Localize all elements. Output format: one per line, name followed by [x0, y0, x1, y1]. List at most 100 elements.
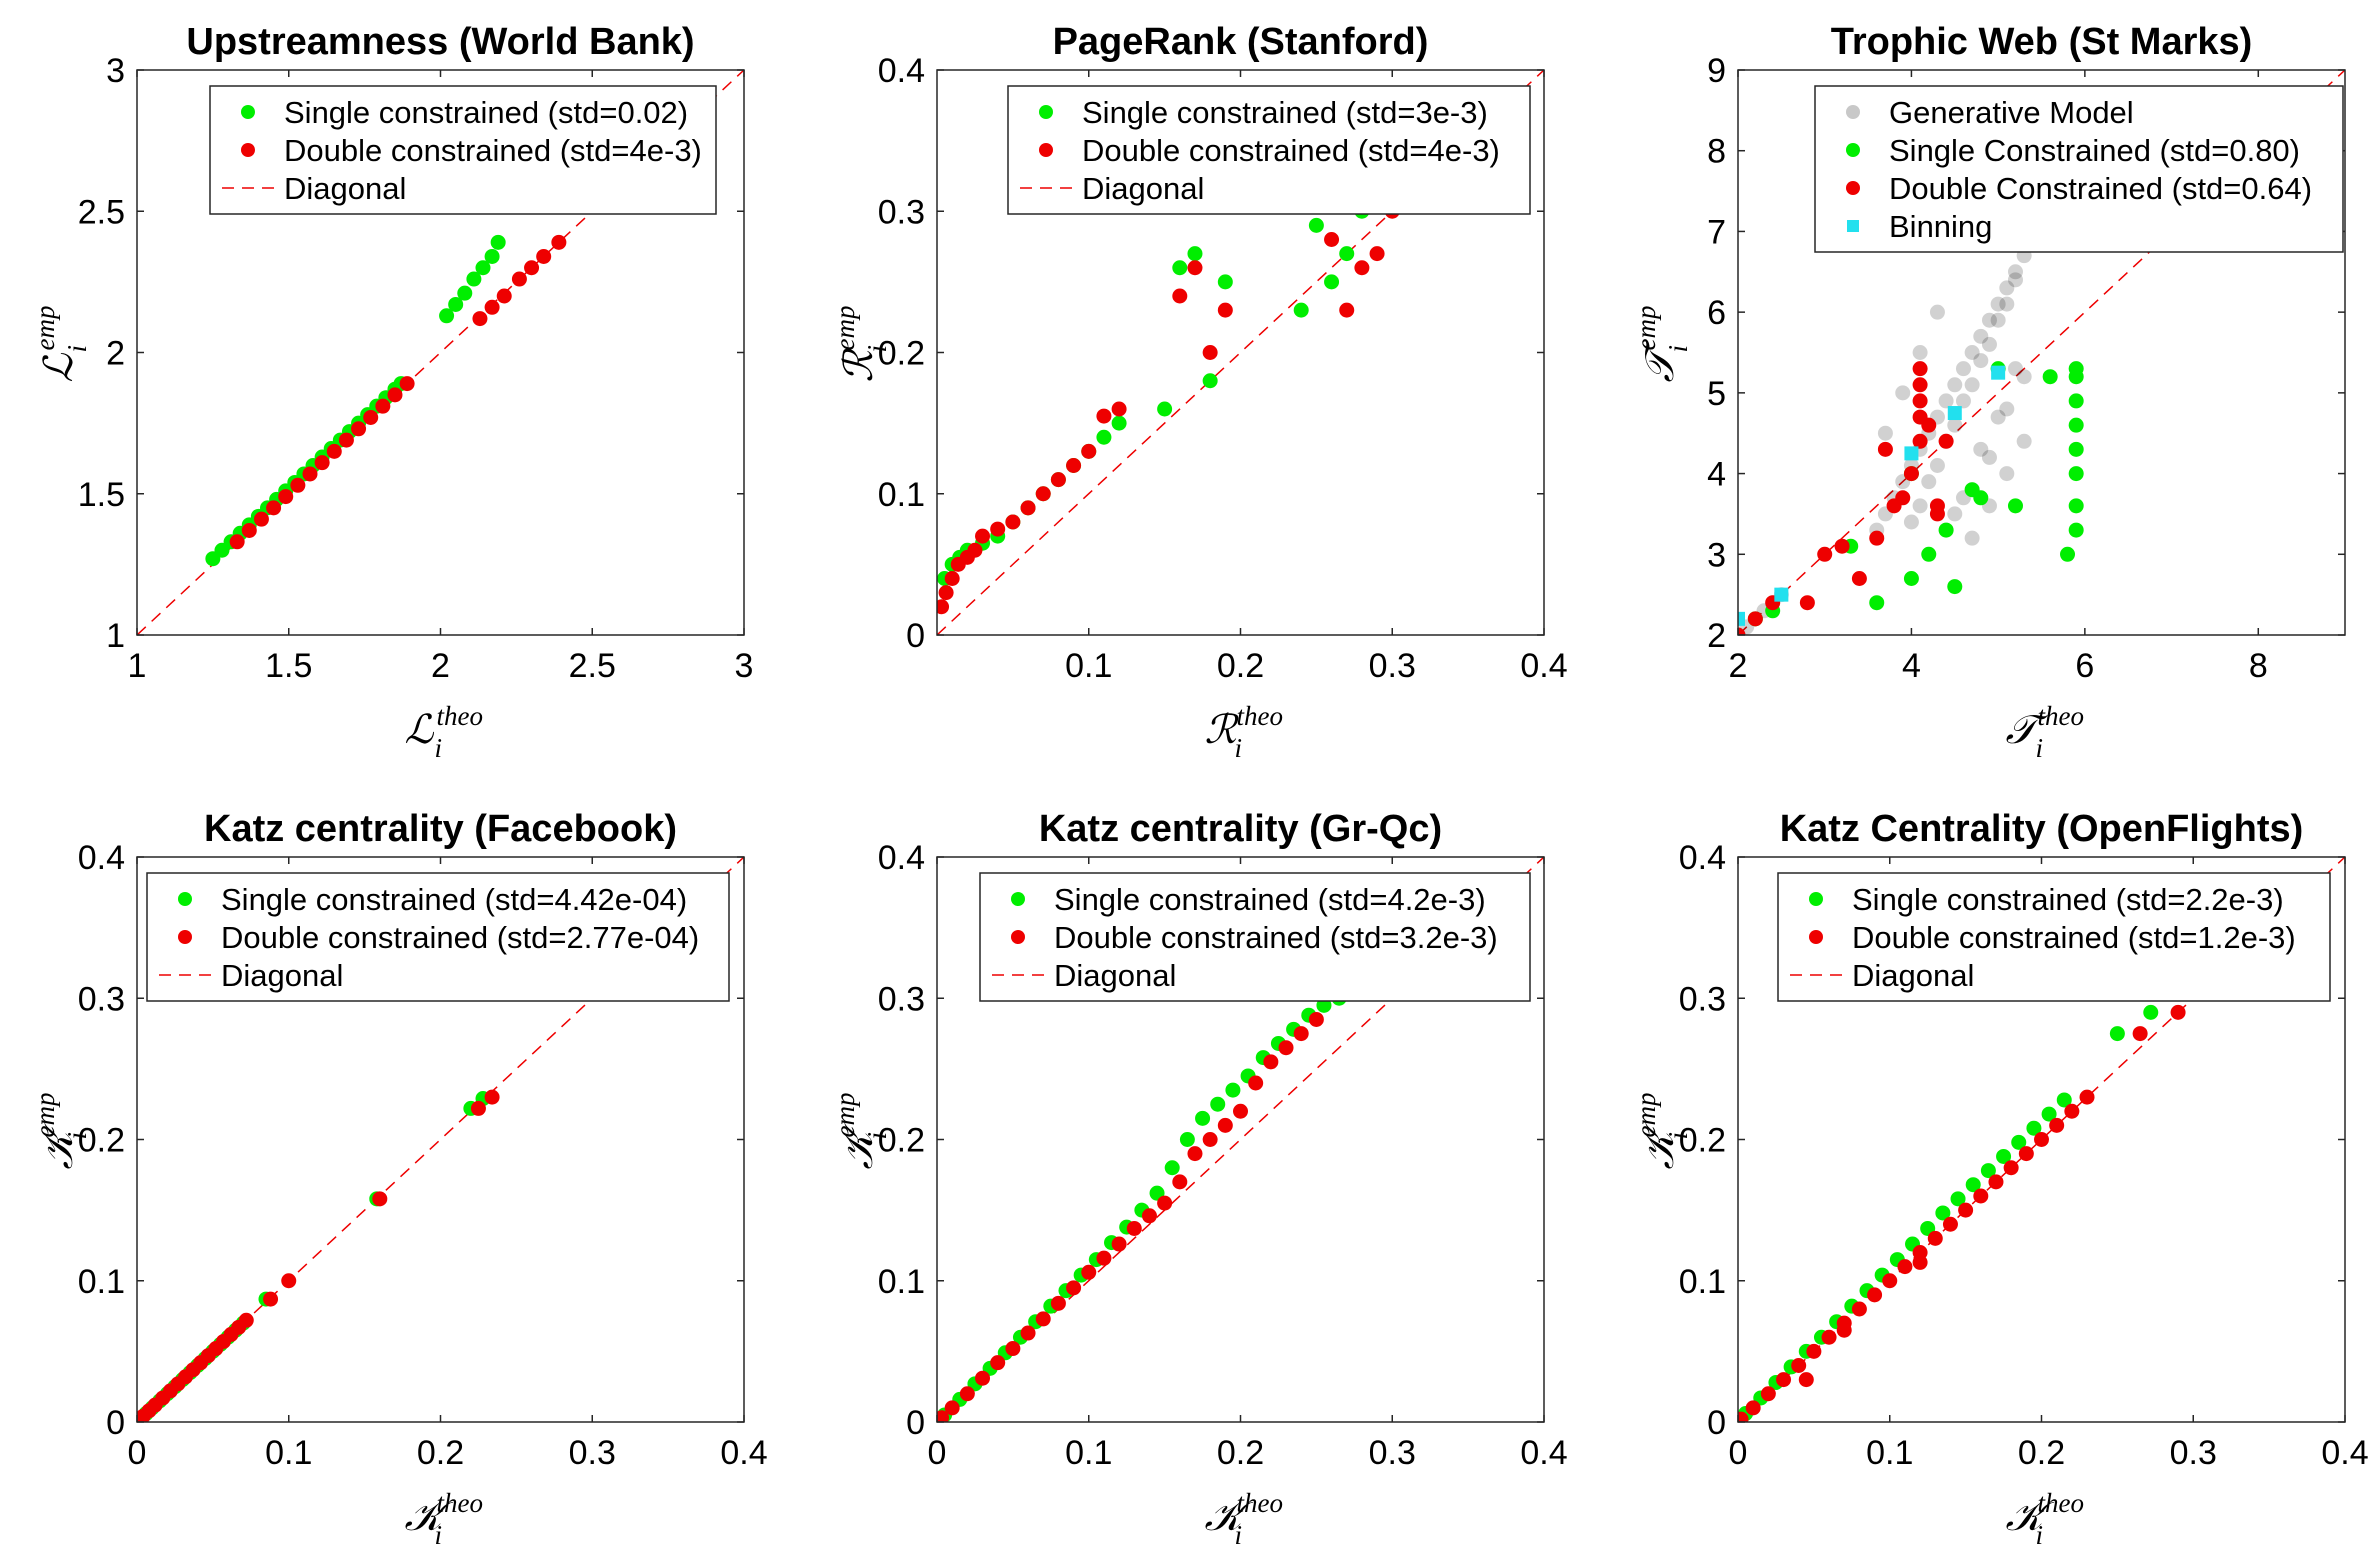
legend-label: Single Constrained (std=0.80) — [1889, 133, 2300, 168]
data-point — [975, 1370, 991, 1386]
y-tick-label: 0.2 — [78, 1122, 125, 1160]
data-point — [484, 299, 500, 315]
data-point — [1882, 1273, 1898, 1289]
data-point — [1369, 246, 1385, 262]
legend-marker-circle — [178, 892, 192, 906]
y-tick-label: 0.4 — [78, 839, 125, 877]
x-axis-label-sup: theo — [1237, 701, 1284, 731]
data-point — [2049, 1117, 2065, 1133]
data-point — [1999, 466, 2015, 482]
data-point — [338, 432, 354, 448]
data-point — [1903, 571, 1919, 586]
data-point — [1912, 377, 1928, 393]
data-layer — [937, 70, 1544, 635]
data-point — [2064, 1103, 2080, 1119]
series-generative-model — [1739, 248, 2032, 635]
legend: Single constrained (std=4.42e-04)Double … — [146, 872, 730, 1002]
data-point — [1081, 1264, 1097, 1280]
data-point — [399, 376, 415, 392]
chart-title: Katz centrality (Gr-Qc) — [1039, 808, 1442, 850]
data-point — [2042, 369, 2058, 385]
y-axis-label-sup: emp — [1631, 1093, 1661, 1138]
data-point — [959, 1386, 975, 1402]
x-axis-label-sup: theo — [2038, 701, 2085, 731]
data-point — [1912, 433, 1928, 449]
data-point — [1851, 1301, 1867, 1317]
data-point — [536, 248, 552, 264]
data-point — [1988, 1174, 2004, 1190]
legend-label: Double constrained (std=3.2e-3) — [1054, 920, 1498, 955]
x-axis-label-sup: theo — [437, 701, 484, 731]
legend-box — [979, 872, 1531, 1002]
data-point — [1202, 1132, 1218, 1147]
data-point — [1921, 546, 1937, 562]
data-point — [1035, 486, 1051, 502]
data-point — [1738, 1411, 1749, 1422]
data-point — [1187, 260, 1203, 276]
data-point — [2068, 417, 2084, 433]
chart-panel-6: 0 0.1 0.2 0.3 0.4 0 0.1 0.2 0.3 0.4 Katz Centralit… — [1631, 808, 2369, 1550]
data-point — [1187, 1146, 1203, 1162]
data-point — [1225, 1082, 1241, 1098]
data-point — [2007, 264, 2023, 280]
y-tick-label: 0.3 — [1679, 980, 1726, 1018]
data-point — [1005, 514, 1021, 530]
data-point — [1776, 1372, 1792, 1388]
data-point — [1217, 274, 1233, 290]
data-point — [990, 521, 1006, 537]
data-point — [241, 522, 257, 538]
data-point — [1817, 546, 1833, 562]
y-tick-label: 0.1 — [1679, 1263, 1726, 1301]
data-point — [1903, 466, 1919, 482]
data-point — [1929, 498, 1945, 514]
legend-label: Double constrained (std=2.77e-04) — [221, 920, 699, 955]
data-point — [1324, 232, 1340, 247]
data-point — [1947, 579, 1963, 595]
series-double-constrained — [229, 234, 567, 550]
data-point — [1947, 406, 1962, 421]
data-layer — [1738, 70, 2345, 635]
data-point — [266, 500, 282, 516]
legend-label: Diagonal — [1852, 958, 1974, 993]
data-point — [1798, 1372, 1814, 1388]
data-point — [372, 1191, 388, 1207]
data-point — [1895, 490, 1911, 506]
data-point — [1278, 1040, 1294, 1056]
y-tick-label: 0.3 — [878, 193, 925, 231]
series-double-constrained — [1738, 1004, 2186, 1422]
x-tick-label: 0.1 — [1065, 647, 1112, 685]
data-point — [351, 421, 367, 437]
data-point — [1202, 373, 1218, 389]
data-point — [1938, 522, 1954, 538]
data-point — [1981, 312, 1997, 328]
x-axis-label-sup: theo — [437, 1488, 484, 1518]
data-point — [496, 288, 512, 304]
y-axis-label-sub: i — [62, 345, 92, 353]
y-tick-label: 0 — [1707, 1404, 1726, 1442]
data-point — [470, 1100, 486, 1116]
data-point — [1111, 415, 1127, 431]
data-point — [1929, 304, 1945, 320]
data-point — [1096, 429, 1112, 445]
data-point — [2026, 1120, 2042, 1136]
data-point — [1096, 1250, 1112, 1266]
x-tick-label: 2 — [1729, 647, 1748, 685]
x-tick-label: 0.4 — [720, 1434, 767, 1472]
data-point — [1111, 1236, 1127, 1252]
y-tick-label: 0.4 — [878, 839, 925, 877]
data-point — [466, 271, 482, 287]
data-point — [375, 398, 391, 414]
legend-label: Diagonal — [284, 171, 406, 206]
legend-marker-circle — [178, 930, 192, 944]
data-point — [1897, 1259, 1913, 1275]
data-point — [1324, 274, 1340, 290]
data-point — [1996, 1148, 2012, 1164]
legend-marker-circle — [1011, 892, 1025, 906]
data-point — [290, 477, 306, 493]
y-axis-label-sub: i — [1663, 1132, 1693, 1140]
data-point — [457, 285, 473, 301]
legend-label: Diagonal — [1082, 171, 1204, 206]
data-point — [1774, 587, 1789, 602]
